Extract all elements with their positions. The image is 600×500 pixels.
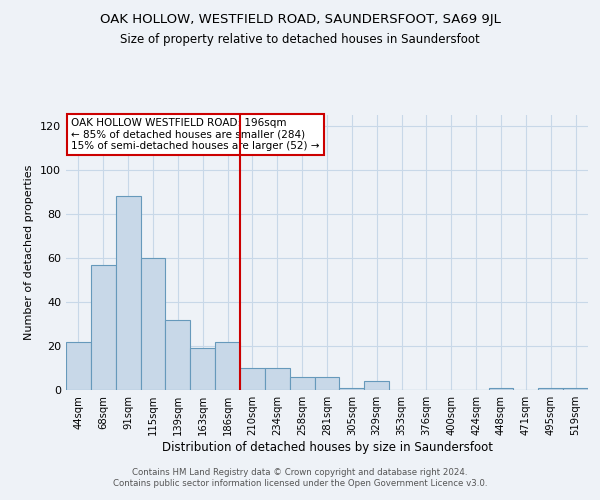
Text: OAK HOLLOW WESTFIELD ROAD: 196sqm
← 85% of detached houses are smaller (284)
15%: OAK HOLLOW WESTFIELD ROAD: 196sqm ← 85% … <box>71 118 320 151</box>
Text: Size of property relative to detached houses in Saundersfoot: Size of property relative to detached ho… <box>120 32 480 46</box>
Text: Contains HM Land Registry data © Crown copyright and database right 2024.
Contai: Contains HM Land Registry data © Crown c… <box>113 468 487 487</box>
Bar <box>265 368 290 390</box>
Bar <box>563 388 588 390</box>
Bar <box>166 320 190 390</box>
Bar <box>116 196 140 390</box>
Bar <box>290 377 314 390</box>
Bar <box>340 388 364 390</box>
Bar <box>538 388 563 390</box>
Bar <box>91 264 116 390</box>
Text: OAK HOLLOW, WESTFIELD ROAD, SAUNDERSFOOT, SA69 9JL: OAK HOLLOW, WESTFIELD ROAD, SAUNDERSFOOT… <box>100 12 500 26</box>
Bar <box>140 258 166 390</box>
Bar <box>240 368 265 390</box>
Bar <box>190 348 215 390</box>
Bar <box>66 342 91 390</box>
X-axis label: Distribution of detached houses by size in Saundersfoot: Distribution of detached houses by size … <box>161 441 493 454</box>
Bar <box>314 377 340 390</box>
Bar <box>488 388 514 390</box>
Bar <box>215 342 240 390</box>
Bar <box>364 381 389 390</box>
Y-axis label: Number of detached properties: Number of detached properties <box>25 165 34 340</box>
